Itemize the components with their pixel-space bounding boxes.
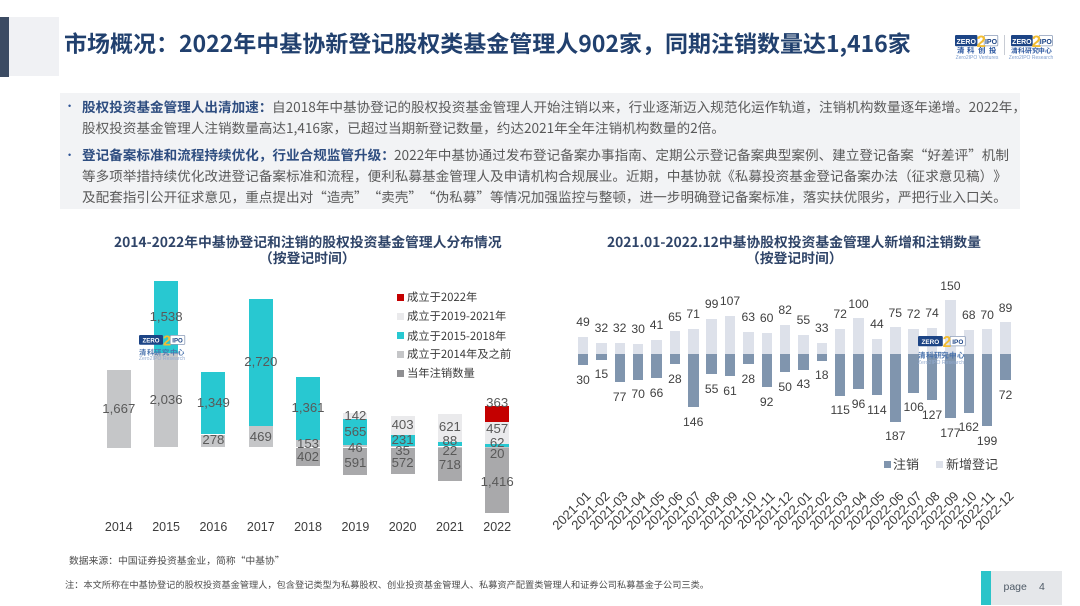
svg-text:IPO: IPO: [172, 338, 183, 345]
svg-text:ZERO: ZERO: [921, 339, 939, 346]
svg-text:ZERO: ZERO: [956, 38, 976, 45]
svg-text:IPO: IPO: [1039, 38, 1052, 45]
svg-text:IPO: IPO: [985, 38, 998, 45]
svg-text:ZERO: ZERO: [1012, 38, 1032, 45]
svg-text:ZERO: ZERO: [142, 338, 159, 345]
svg-text:2: 2: [976, 32, 985, 51]
svg-text:2: 2: [163, 334, 171, 350]
svg-text:2: 2: [1031, 32, 1040, 51]
svg-text:2: 2: [942, 334, 951, 351]
svg-text:IPO: IPO: [952, 339, 963, 346]
